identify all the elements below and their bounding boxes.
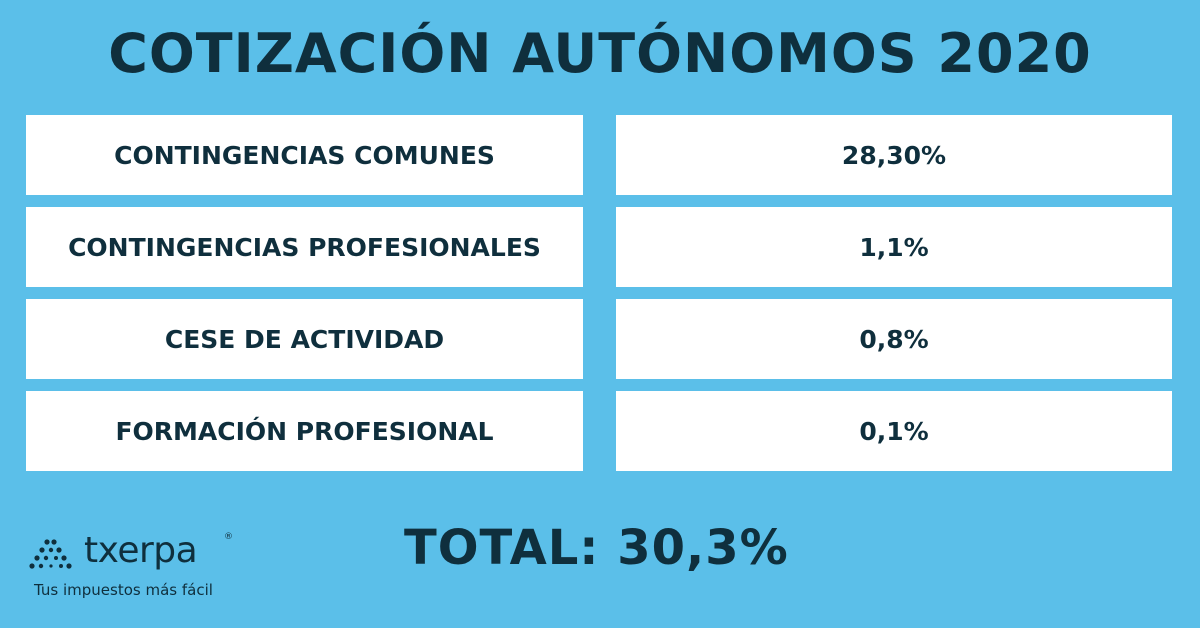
brand-tagline: Tus impuestos más fácil	[34, 581, 213, 599]
row-label: CESE DE ACTIVIDAD	[26, 299, 583, 379]
row-value: 28,30%	[616, 115, 1172, 195]
row-label: CONTINGENCIAS COMUNES	[26, 115, 583, 195]
table-row: FORMACIÓN PROFESIONAL 0,1%	[26, 391, 1172, 471]
row-value: 0,1%	[616, 391, 1172, 471]
brand-logo: txerpa ® Tus impuestos más fácil	[28, 530, 248, 606]
total-text: TOTAL: 30,3%	[404, 520, 789, 576]
row-label: CONTINGENCIAS PROFESIONALES	[26, 207, 583, 287]
row-label: FORMACIÓN PROFESIONAL	[26, 391, 583, 471]
page-title: COTIZACIÓN AUTÓNOMOS 2020	[108, 22, 1092, 85]
txerpa-logo-icon	[29, 539, 72, 569]
registered-mark: ®	[224, 532, 233, 542]
table-row: CONTINGENCIAS PROFESIONALES 1,1%	[26, 207, 1172, 287]
table-row: CESE DE ACTIVIDAD 0,8%	[26, 299, 1172, 379]
brand-name: txerpa	[84, 530, 198, 571]
row-value: 0,8%	[616, 299, 1172, 379]
row-value: 1,1%	[616, 207, 1172, 287]
table-row: CONTINGENCIAS COMUNES 28,30%	[26, 115, 1172, 195]
